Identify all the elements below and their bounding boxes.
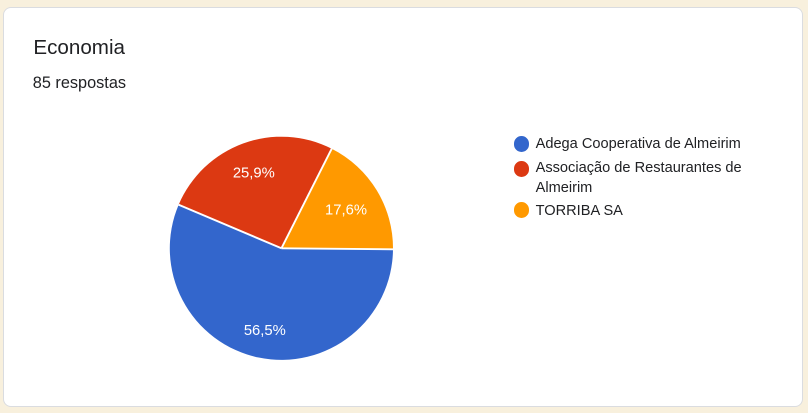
svg-text:25,9%: 25,9% xyxy=(233,166,275,182)
svg-text:56,5%: 56,5% xyxy=(244,323,286,339)
svg-text:17,6%: 17,6% xyxy=(325,203,367,219)
